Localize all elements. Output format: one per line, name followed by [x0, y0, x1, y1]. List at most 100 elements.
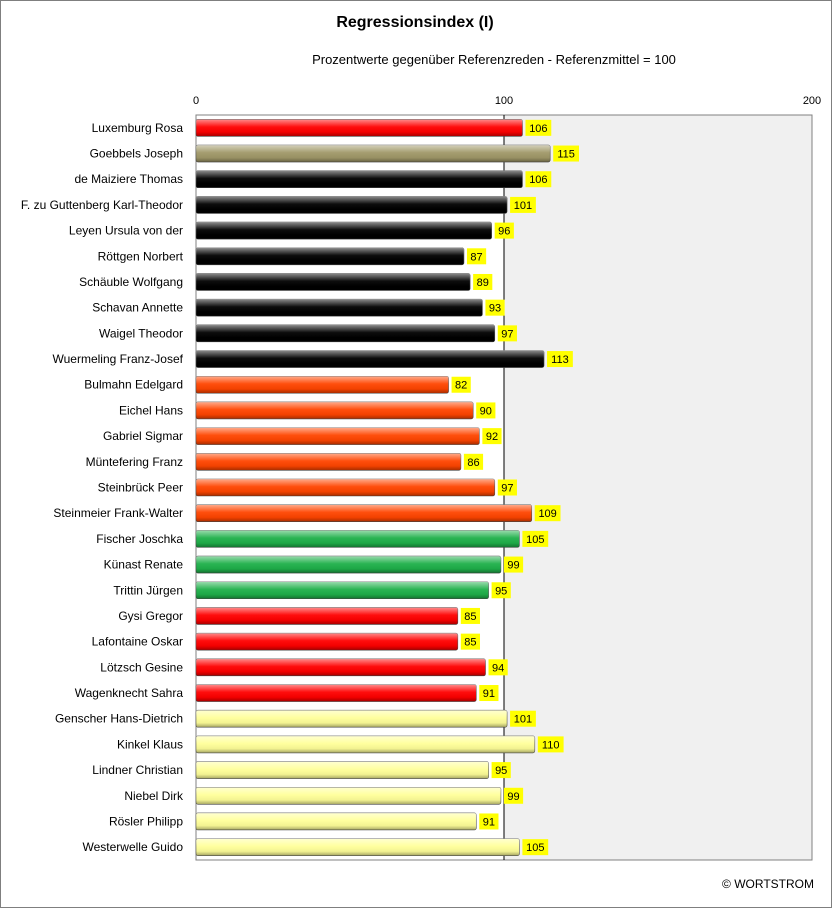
bar-gloss: [196, 710, 508, 728]
data-label-box: [485, 299, 505, 316]
bar-gloss: [196, 607, 458, 625]
data-label: 85: [464, 637, 476, 649]
category-label: F. zu Guttenberg Karl-Theodor: [21, 198, 183, 212]
bar-gloss: [196, 196, 508, 214]
category-label: Kinkel Klaus: [117, 737, 183, 751]
data-label-box: [553, 145, 579, 162]
data-label: 87: [470, 251, 482, 263]
category-label: Schavan Annette: [92, 301, 183, 315]
data-label-box: [494, 222, 514, 239]
data-label-box: [482, 428, 502, 445]
bar-gloss: [196, 376, 449, 394]
category-label: Westerwelle Guido: [83, 840, 184, 854]
data-label: 97: [501, 328, 513, 340]
category-label: Steinbrück Peer: [98, 481, 183, 495]
category-label: Genscher Hans-Dietrich: [55, 712, 183, 726]
data-label-box: [525, 171, 552, 188]
data-label-box: [525, 119, 552, 136]
category-label: Eichel Hans: [119, 403, 183, 417]
category-label: Wuermeling Franz-Josef: [53, 352, 184, 366]
data-label: 99: [507, 791, 519, 803]
data-label-box: [460, 633, 480, 650]
data-label-box: [466, 248, 487, 265]
data-label-box: [479, 813, 499, 830]
category-label: Schäuble Wolfgang: [79, 275, 183, 289]
category-label: Trittin Jürgen: [113, 583, 183, 597]
data-label-box: [547, 351, 573, 368]
bar-gloss: [196, 222, 492, 240]
data-label-box: [479, 685, 499, 702]
data-label-box: [503, 556, 524, 573]
data-label: 110: [542, 739, 560, 751]
bar-gloss: [196, 684, 477, 702]
bar-gloss: [196, 427, 480, 445]
data-label: 105: [526, 534, 544, 546]
data-label: 99: [507, 560, 519, 572]
data-label: 89: [477, 277, 489, 289]
data-label: 95: [495, 585, 507, 597]
bar-gloss: [196, 479, 495, 496]
category-label: Bulmahn Edelgard: [84, 378, 183, 392]
plot-area: 0 100 200 Luxemburg Rosa 106 Goebbels Joseph 1…: [21, 95, 821, 861]
bar-gloss: [196, 273, 471, 291]
category-label: Luxemburg Rosa: [92, 121, 184, 135]
data-label: 86: [467, 457, 479, 469]
bar-gloss: [196, 504, 532, 522]
category-label: Lafontaine Oskar: [92, 635, 183, 649]
category-label: Wagenknecht Sahra: [75, 686, 184, 700]
category-label: Steinmeier Frank-Walter: [53, 506, 183, 520]
plot-background-right: [504, 115, 812, 860]
bar-gloss: [196, 787, 501, 805]
category-label: Niebel Dirk: [124, 789, 184, 803]
data-label: 91: [483, 688, 495, 700]
data-label: 106: [529, 174, 547, 186]
data-label: 101: [514, 714, 532, 726]
data-label-box: [510, 196, 536, 213]
data-label-box: [503, 787, 524, 804]
bar-gloss: [196, 530, 520, 548]
data-label: 109: [538, 508, 556, 520]
category-label: Künast Renate: [104, 558, 184, 572]
data-label-box: [534, 505, 561, 522]
chart-subtitle: Prozentwerte gegenüber Referenzreden - R…: [312, 52, 676, 67]
data-label: 82: [455, 380, 467, 392]
data-label: 93: [489, 303, 501, 315]
bar-gloss: [196, 838, 520, 856]
category-label: Lötzsch Gesine: [100, 660, 183, 674]
data-label-box: [497, 479, 517, 496]
category-label: Lindner Christian: [92, 763, 183, 777]
data-label-box: [473, 273, 493, 290]
category-label: Leyen Ursula von der: [69, 224, 183, 238]
bar-gloss: [196, 247, 464, 265]
category-label: Waigel Theodor: [99, 326, 183, 340]
bar-gloss: [196, 581, 489, 599]
data-label-box: [488, 659, 508, 676]
category-label: Müntefering Franz: [86, 455, 183, 469]
bar-gloss: [196, 556, 501, 574]
category-label: de Maiziere Thomas: [75, 172, 184, 186]
data-label-box: [463, 453, 484, 470]
bar-gloss: [196, 350, 545, 368]
data-label-box: [497, 325, 517, 342]
data-label-box: [522, 839, 549, 856]
data-label: 92: [486, 431, 498, 443]
data-label: 90: [480, 405, 492, 417]
data-label: 95: [495, 765, 507, 777]
data-label: 91: [483, 816, 495, 828]
category-label: Gabriel Sigmar: [103, 429, 183, 443]
bar-gloss: [196, 453, 461, 471]
data-label: 85: [464, 611, 476, 623]
data-label-box: [491, 762, 511, 779]
data-label-box: [510, 710, 536, 727]
category-label: Fischer Joschka: [96, 532, 183, 546]
category-label: Rösler Philipp: [109, 814, 183, 828]
data-label: 106: [529, 123, 547, 135]
chart-title: Regressionsindex (I): [336, 14, 493, 31]
credit-text: © WORTSTROM: [722, 877, 814, 891]
bar-gloss: [196, 658, 486, 676]
bar-gloss: [196, 812, 477, 830]
bar-gloss: [196, 119, 523, 137]
bar-gloss: [196, 633, 458, 651]
data-label: 101: [514, 200, 532, 212]
